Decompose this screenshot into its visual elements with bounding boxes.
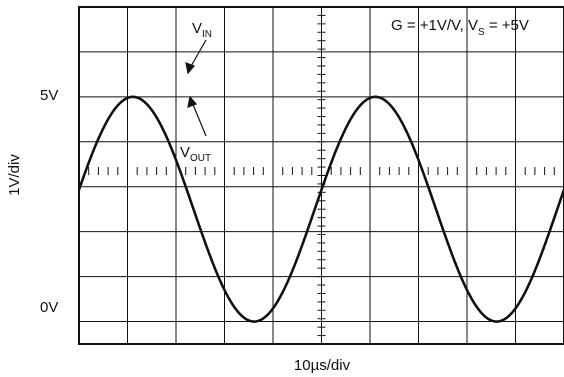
vout-label-sub: OUT: [190, 153, 211, 164]
vin-label: VIN: [192, 20, 212, 40]
vin-label-sub: IN: [202, 29, 212, 40]
x-axis-label: 10µs/div: [294, 357, 351, 374]
vin-arrow: [185, 39, 207, 75]
annotation-sub: S: [478, 27, 485, 38]
y-tick-5v: 5V: [40, 87, 58, 104]
vin-label-main: V: [192, 20, 202, 37]
axis-ticks: [88, 14, 555, 337]
vout-label-main: V: [180, 144, 190, 161]
traces: [77, 95, 564, 323]
y-axis-label: 1V/div: [6, 154, 23, 196]
annotation-tail: = +5V: [485, 17, 529, 34]
annotation-main: G = +1V/V, V: [391, 17, 478, 34]
vout-trace: [77, 95, 564, 323]
vout-arrow: [187, 95, 207, 137]
gain-supply-annotation: G = +1V/V, VS = +5V: [391, 17, 529, 38]
vout-label: VOUT: [180, 144, 211, 164]
y-tick-0v: 0V: [40, 299, 58, 316]
